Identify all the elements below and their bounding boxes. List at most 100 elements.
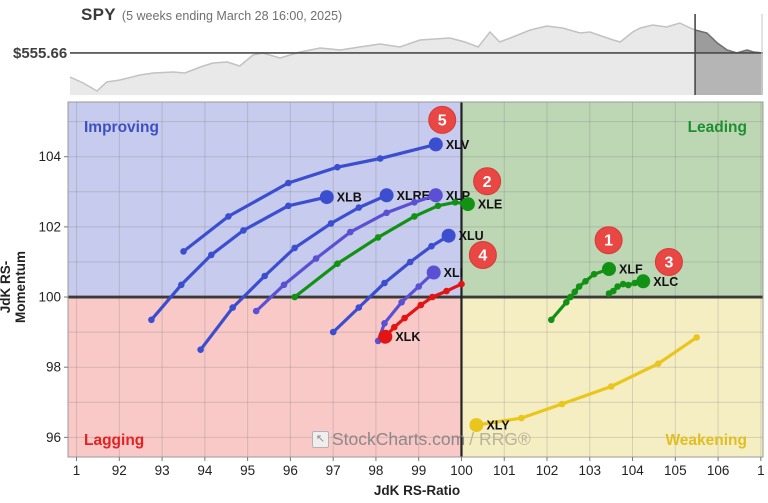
symbol-label-XLI[interactable]: XLI [444,266,463,280]
tail-dot [285,202,292,210]
head-dot-XLB[interactable] [319,190,334,205]
x-tick-label: 96 [283,463,298,478]
head-dot-XLV[interactable] [428,137,443,152]
head-dot-XLP[interactable] [428,188,443,203]
rank-badge-4: 4 [468,240,497,269]
tail-XLK[interactable]: XLK [378,280,465,344]
badge-circle [468,240,497,269]
symbol-title: SPY [81,5,116,24]
tail-dot [291,244,299,252]
tail-dot [355,304,363,311]
x-tick-label: 105 [664,463,687,478]
tail-dot [434,202,442,210]
x-tick-label: 1 [73,463,81,478]
rank-badge-1: 1 [594,226,623,255]
symbol-label-XLK[interactable]: XLK [395,330,420,344]
tail-dot [458,280,465,288]
tail-XLF[interactable]: XLF [548,262,643,324]
tail-dot [619,280,627,288]
tail-dot [180,248,187,255]
sparkline-highlight-region [695,29,763,95]
tail-dot [582,278,589,285]
head-dot-XLI[interactable] [426,265,441,280]
head-dot-XLC[interactable] [636,274,651,289]
x-tick-label: 95 [240,463,255,478]
rank-badge-3: 3 [654,247,683,276]
head-dot-XLU[interactable] [441,228,456,243]
x-tick-label: 100 [450,463,473,478]
y-tick-label: 96 [46,430,61,445]
tail-dot [398,299,405,306]
tail-dot [376,155,384,162]
y-tick-label: 104 [38,149,61,164]
tail-XLC[interactable]: XLC [605,274,679,297]
tail-dot [285,179,292,187]
head-dot-XLRE[interactable] [379,188,394,203]
y-tick-label: 98 [46,360,61,375]
tail-path [181,142,438,253]
tail-dot [443,287,450,295]
tail-dot [590,270,598,278]
tail-dot [347,228,354,236]
symbol-label-XLE[interactable]: XLE [478,198,502,212]
symbol-label-XLB[interactable]: XLB [337,191,362,205]
tail-dot [280,281,288,289]
tail-XLU[interactable]: XLU [329,228,484,336]
x-axis-title: JdK RS-Ratio [373,483,461,498]
tail-dot [415,283,423,290]
badge-number: 5 [438,112,447,129]
symbol-label-XLU[interactable]: XLU [459,229,484,243]
x-tick-label: 99 [411,463,426,478]
x-tick-label: 98 [368,463,383,478]
y-axis-title: JdK RS-Momentum [0,251,28,323]
quadrant-label-weakening: Weakening [665,432,747,449]
tail-dot [406,258,414,266]
tail-dot [225,213,232,220]
tail-dot [614,283,621,290]
badge-circle [428,105,457,134]
y-tick-label: 100 [38,290,61,305]
tail-dot [429,293,436,301]
watermark: ↖ StockCharts.com / RRG® [312,430,531,448]
chart-header: SPY (5 weeks ending March 28 16:00, 2025… [81,5,342,25]
tail-dot [401,314,408,322]
symbol-label-XLV[interactable]: XLV [446,138,470,152]
tail-dot [428,242,435,250]
tail-dot [563,299,570,306]
quadrant-label-lagging: Lagging [84,432,144,449]
head-dot-XLF[interactable] [602,262,616,276]
badge-circle [594,226,623,255]
quadrant-improving [68,102,462,298]
symbol-label-XLF[interactable]: XLF [619,262,643,276]
badge-circle [473,167,502,196]
head-dot-XLK[interactable] [378,329,393,344]
spy-area [70,23,763,95]
tail-dot [148,316,155,324]
rank-badge-5: 5 [428,105,457,134]
tail-dot [261,272,269,280]
tail-XLV[interactable]: XLV [180,137,470,255]
x-tick-label: 106 [707,463,730,478]
quadrant-label-improving: Improving [84,119,159,136]
symbol-label-XLY[interactable]: XLY [486,419,510,433]
tail-XLE[interactable]: XLE [291,197,502,301]
tail-dot [327,220,335,227]
symbol-label-XLC[interactable]: XLC [653,275,678,289]
tail-dot [208,251,215,259]
tail-dot [334,260,341,268]
tail-dot [625,281,632,289]
x-tick-label: 102 [536,463,559,478]
tail-dot [518,414,525,422]
spy-line [69,22,764,92]
y-tick-label: 102 [38,219,61,234]
badge-circle [654,247,683,276]
head-dot-XLE[interactable] [460,197,475,212]
tail-XLY[interactable]: XLY [469,334,700,433]
tail-XLB[interactable]: XLB [148,190,362,324]
quadrant-label-leading: Leading [688,119,747,136]
tail-XLRE[interactable]: XLRE [197,188,430,354]
tail-XLI[interactable]: XLI [374,265,463,345]
x-tick-label: 103 [579,463,602,478]
head-dot-XLY[interactable] [469,418,484,433]
x-tick-label: 101 [493,463,516,478]
